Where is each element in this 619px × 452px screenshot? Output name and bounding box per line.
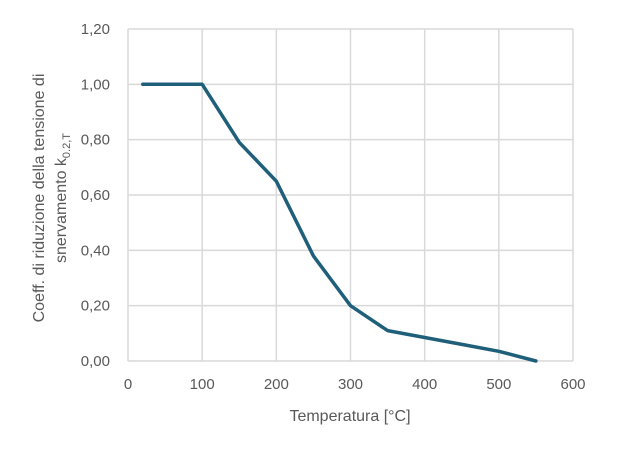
y-axis-title-line1: Coeff. di riduzione della tensione di [31, 74, 48, 323]
y-tick-label: 0,80 [81, 132, 110, 149]
x-tick-labels: 0 100 200 300 400 500 600 [124, 376, 586, 393]
x-tick-label: 100 [190, 376, 215, 393]
x-tick-label: 600 [560, 376, 585, 393]
y-axis-title: Coeff. di riduzione della tensione di sn… [31, 74, 73, 323]
y-axis-title-main: snervamento k [53, 157, 70, 263]
y-tick-label: 1,00 [81, 76, 110, 93]
x-tick-label: 0 [124, 376, 132, 393]
grid-lines [128, 28, 574, 361]
x-tick-label: 400 [412, 376, 437, 393]
y-tick-label: 0,20 [81, 298, 110, 315]
series-group [141, 82, 538, 363]
y-axis-title-line2: snervamento k0.2,T [53, 133, 73, 263]
y-tick-label: 0,40 [81, 242, 110, 259]
x-axis-title: Temperatura [°C] [289, 408, 410, 425]
y-tick-label: 0,60 [81, 187, 110, 204]
x-tick-label: 500 [486, 376, 511, 393]
y-axis-title-subscript: 0.2,T [61, 133, 73, 158]
x-tick-label: 300 [338, 376, 363, 393]
y-tick-label: 1,20 [81, 21, 110, 38]
y-tick-labels: 0,00 0,20 0,40 0,60 0,80 1,00 1,20 [81, 21, 110, 370]
axes [127, 29, 573, 362]
y-tick-label: 0,00 [81, 353, 110, 370]
x-tick-label: 200 [264, 376, 289, 393]
